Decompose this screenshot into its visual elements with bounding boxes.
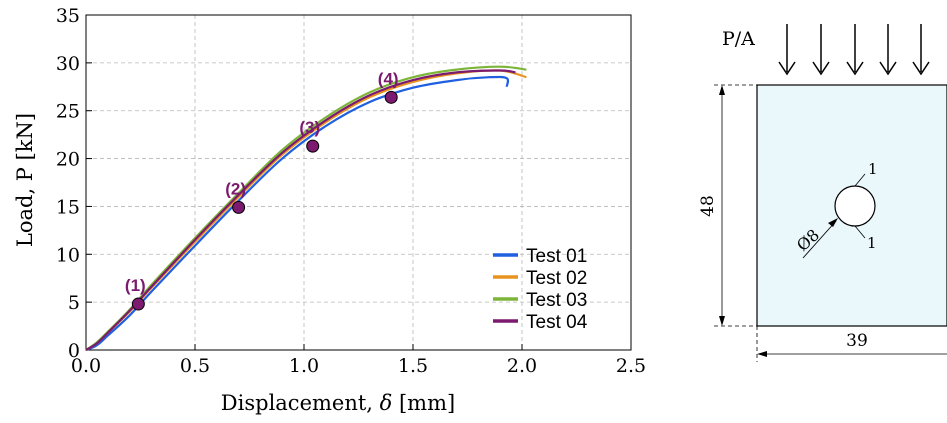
x-tick-label: 1.5 (398, 355, 428, 377)
specimen-diagram: P/A 48 39 1 1 (698, 24, 947, 362)
state-marker-2 (232, 200, 246, 214)
legend-label: Test 03 (526, 290, 587, 311)
x-tick-label: 0.5 (180, 355, 210, 377)
series-line-4 (85, 69, 516, 351)
x-axis-label: Displacement, δ [mm] (221, 391, 455, 415)
width-label: 39 (846, 331, 868, 351)
series-line-2 (85, 69, 527, 351)
state-marker-3 (306, 139, 320, 153)
arrow-icon (879, 24, 897, 76)
x-tick-label: 2.0 (507, 355, 537, 377)
notch-top-label: 1 (868, 160, 878, 178)
notch-bottom-label: 1 (867, 234, 877, 252)
series-line-1 (85, 75, 510, 352)
y-tick-label: 15 (56, 196, 80, 218)
y-axis-label: Load, P [kN] (13, 113, 37, 247)
y-tick-label: 20 (56, 149, 80, 171)
load-arrows (778, 24, 930, 76)
state-marker-4 (384, 90, 398, 104)
legend-label: Test 04 (526, 312, 588, 333)
width-dimension (756, 326, 947, 362)
state-marker-1 (131, 297, 145, 311)
state-marker-label: (2) (225, 179, 246, 198)
y-tick-label: 10 (56, 244, 80, 266)
height-label: 48 (698, 195, 718, 217)
state-markers: (1) (2) (3) (4) (125, 69, 399, 311)
height-dimension (714, 84, 757, 327)
hole-leader (802, 218, 838, 259)
state-marker-label: (3) (299, 118, 320, 137)
arrow-icon (812, 24, 830, 76)
y-tick-label: 35 (56, 5, 80, 27)
plot-frame (85, 14, 632, 351)
series-lines (85, 65, 527, 352)
arrow-icon (846, 24, 864, 76)
arrow-icon (778, 24, 796, 76)
state-marker-label: (4) (378, 69, 399, 88)
y-tick-label: 30 (56, 53, 80, 75)
series-line-3 (85, 65, 527, 351)
axis-ticks: 0.0 0.5 1.0 1.5 2.0 2.5 0 5 10 15 20 25 30 35 (56, 5, 646, 377)
arrow-icon (912, 24, 930, 76)
hole (834, 185, 876, 227)
state-marker-label: (1) (125, 276, 146, 295)
y-tick-label: 25 (56, 101, 80, 123)
x-tick-label: 1.0 (289, 355, 319, 377)
y-tick-label: 0 (68, 340, 80, 362)
load-label: P/A (722, 28, 755, 50)
notch-leaders (854, 173, 866, 239)
x-tick-label: 0.0 (71, 355, 101, 377)
legend-label: Test 01 (526, 246, 587, 267)
y-tick-label: 5 (68, 292, 80, 314)
x-tick-label: 2.5 (616, 355, 646, 377)
legend-label: Test 02 (526, 268, 587, 289)
